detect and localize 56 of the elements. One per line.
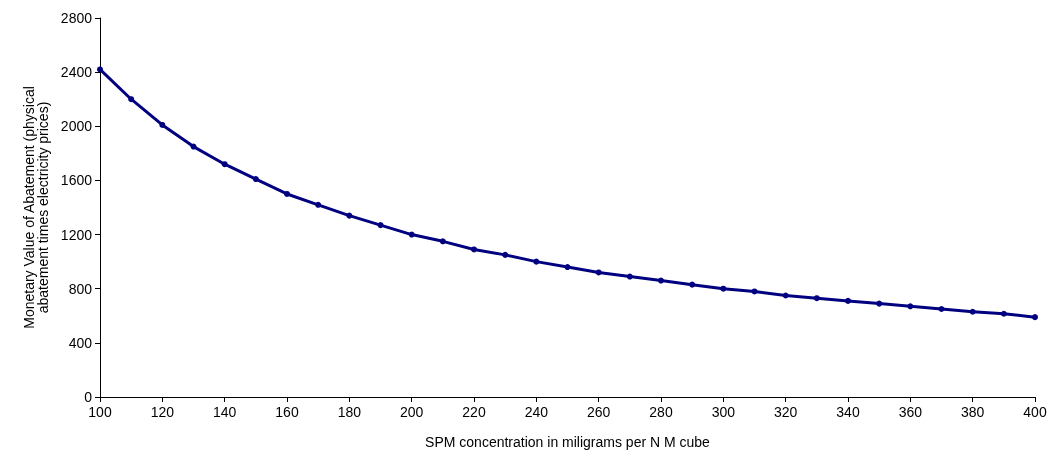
y-axis-title: Monetary Value of Abatement (physical abatement times electricity prices) [20,86,51,329]
y-tick-label: 400 [68,334,93,351]
y-tick-label: 2400 [60,64,93,81]
x-tick-label: 360 [898,404,923,420]
x-tick-label: 140 [212,404,237,420]
x-axis-title: SPM concentration in miligrams per N M cube [425,434,711,450]
point [1000,310,1007,317]
x-tick-label: 200 [399,404,424,420]
point [595,269,602,276]
point [284,190,290,197]
point [408,231,415,238]
x-tick-label: 120 [150,404,175,420]
point [221,161,228,168]
y-tick-label: 2000 [60,118,93,135]
point [626,273,633,280]
point [315,201,322,208]
point [907,303,914,310]
y-tick-label: 2800 [60,10,93,26]
x-tick-label: 160 [275,404,299,420]
point [845,297,851,304]
point [97,66,103,73]
x-tick-label: 280 [649,404,673,420]
point [159,121,166,128]
x-tick-label: 260 [586,404,611,420]
point [720,285,727,292]
x-tick-label: 320 [773,404,798,420]
point [658,277,664,284]
point [689,281,696,288]
y-tick-label: 1600 [60,172,93,189]
point [938,306,945,313]
point [1032,314,1038,321]
x-tick-label: 220 [462,404,486,420]
point [969,308,976,315]
point [471,246,477,253]
point [439,238,446,245]
x-tick-label: 340 [836,404,860,420]
x-tick-label: 400 [1023,404,1047,420]
x-tick-label: 100 [88,404,112,420]
x-tick-label: 300 [711,404,736,420]
x-tick-label: 240 [524,404,549,420]
y-tick-label: 800 [68,280,93,297]
y-tick-label: 0 [84,389,93,405]
x-tick-label: 180 [337,404,362,420]
point [813,295,820,302]
point [377,222,384,229]
point [751,288,758,295]
point [190,143,197,150]
y-tick-label: 1200 [60,226,93,243]
point [533,258,540,265]
point [252,176,259,183]
point [128,96,135,103]
point [502,251,509,258]
point [876,300,883,307]
x-tick-label: 380 [960,404,985,420]
point [564,264,571,271]
point [346,212,353,219]
